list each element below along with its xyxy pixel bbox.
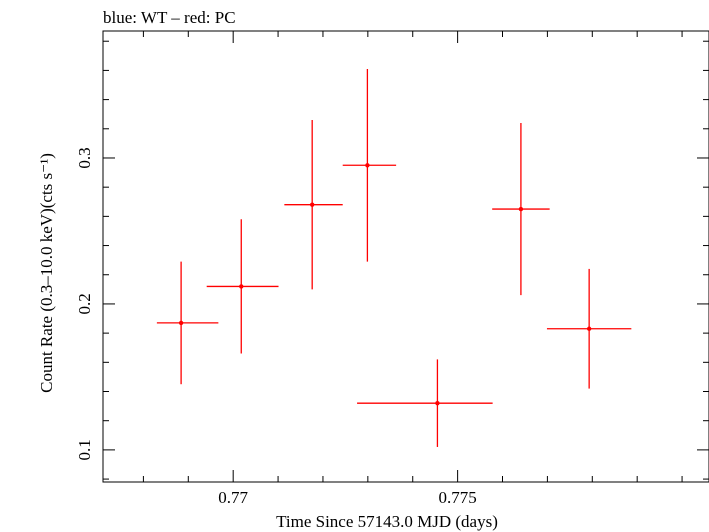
x-tick-label: 0.77 — [218, 488, 248, 507]
data-point — [365, 163, 370, 168]
data-point — [178, 320, 184, 326]
data-point — [435, 400, 440, 406]
plot-frame — [102, 30, 709, 483]
data-points — [156, 68, 632, 447]
chart-title: blue: WT – red: PC — [103, 8, 236, 27]
y-tick-label: 0.3 — [75, 147, 94, 168]
x-tick-label: 0.775 — [438, 488, 476, 507]
data-point-group — [342, 68, 397, 262]
data-point — [309, 202, 315, 207]
y-axis-label: Count Rate (0.3–10.0 keV)(cts s⁻¹) — [37, 153, 56, 393]
x-axis-ticks: 0.77 0.775 — [142, 31, 683, 507]
y-tick-label: 0.1 — [75, 439, 94, 460]
data-point — [586, 326, 592, 331]
y-tick-label: 0.2 — [75, 293, 94, 314]
data-point-group — [357, 359, 493, 447]
data-point — [239, 284, 244, 289]
data-point — [518, 206, 524, 212]
data-point-group — [156, 261, 219, 385]
data-point-group — [492, 122, 550, 296]
data-point-group — [206, 219, 279, 354]
data-point-group — [284, 120, 343, 290]
data-point-group — [546, 268, 632, 389]
y-axis-ticks: 0.1 0.2 0.3 — [75, 40, 709, 480]
x-axis-label: Time Since 57143.0 MJD (days) — [276, 512, 498, 531]
